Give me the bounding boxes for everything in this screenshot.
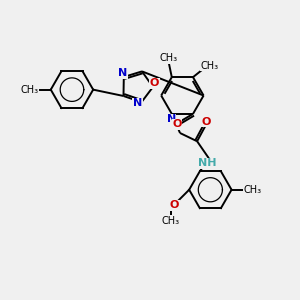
Text: O: O	[201, 116, 211, 127]
Text: O: O	[172, 119, 182, 129]
Text: N: N	[118, 68, 127, 78]
Text: CH₃: CH₃	[200, 61, 218, 71]
Text: CH₃: CH₃	[160, 53, 178, 63]
Text: CH₃: CH₃	[20, 85, 39, 94]
Text: N: N	[167, 114, 176, 124]
Text: O: O	[150, 78, 159, 88]
Text: CH₃: CH₃	[162, 216, 180, 226]
Text: CH₃: CH₃	[244, 185, 262, 195]
Text: NH: NH	[198, 158, 217, 168]
Text: O: O	[170, 200, 179, 210]
Text: N: N	[133, 98, 142, 108]
